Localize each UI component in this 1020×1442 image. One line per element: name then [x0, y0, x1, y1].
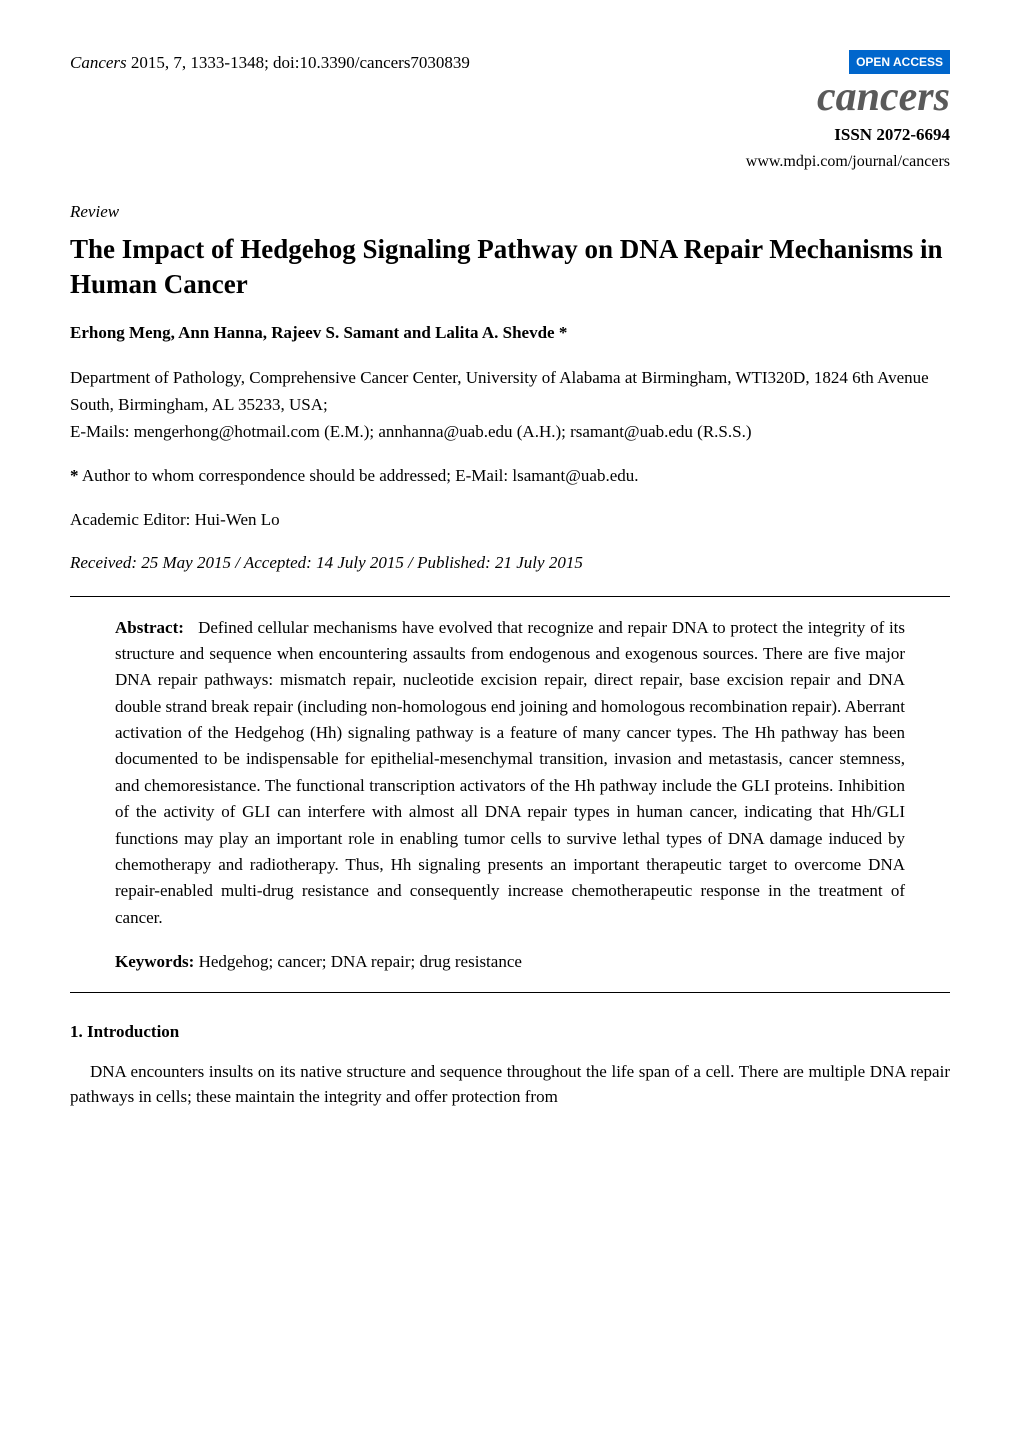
article-title: The Impact of Hedgehog Signaling Pathway… [70, 232, 950, 302]
journal-url: www.mdpi.com/journal/cancers [746, 150, 950, 174]
citation-details: 2015, 7, 1333-1348; doi:10.3390/cancers7… [127, 53, 470, 72]
authors-list: Erhong Meng, Ann Hanna, Rajeev S. Samant… [70, 320, 950, 346]
correspondence-asterisk: * [70, 466, 79, 485]
emails-text: E-Mails: mengerhong@hotmail.com (E.M.); … [70, 422, 752, 441]
correspondence-text: Author to whom correspondence should be … [82, 466, 639, 485]
section-1-text: DNA encounters insults on its native str… [70, 1059, 950, 1110]
open-access-badge: OPEN ACCESS [849, 50, 950, 74]
correspondence-note: * Author to whom correspondence should b… [70, 463, 950, 489]
article-type: Review [70, 199, 950, 225]
journal-block: OPEN ACCESS cancers ISSN 2072-6694 www.m… [746, 50, 950, 174]
issn-text: ISSN 2072-6694 [746, 122, 950, 148]
abstract-block: Abstract: Defined cellular mechanisms ha… [70, 615, 950, 931]
section-1-heading: 1. Introduction [70, 1019, 950, 1045]
affiliation-text: Department of Pathology, Comprehensive C… [70, 368, 929, 414]
keywords-label: Keywords: [115, 952, 194, 971]
affiliation-block: Department of Pathology, Comprehensive C… [70, 364, 950, 446]
publication-dates: Received: 25 May 2015 / Accepted: 14 Jul… [70, 550, 950, 576]
keywords-text: Hedgehog; cancer; DNA repair; drug resis… [194, 952, 522, 971]
citation-line: Cancers 2015, 7, 1333-1348; doi:10.3390/… [70, 50, 470, 76]
abstract-paragraph: Abstract: Defined cellular mechanisms ha… [115, 615, 905, 931]
header-row: Cancers 2015, 7, 1333-1348; doi:10.3390/… [70, 50, 950, 174]
abstract-body: Defined cellular mechanisms have evolved… [115, 618, 905, 927]
divider-top [70, 596, 950, 597]
keywords-block: Keywords: Hedgehog; cancer; DNA repair; … [70, 949, 950, 975]
citation-journal: Cancers [70, 53, 127, 72]
divider-bottom [70, 992, 950, 993]
journal-logo: cancers [746, 76, 950, 118]
abstract-label: Abstract: [115, 618, 184, 637]
academic-editor: Academic Editor: Hui-Wen Lo [70, 507, 950, 533]
